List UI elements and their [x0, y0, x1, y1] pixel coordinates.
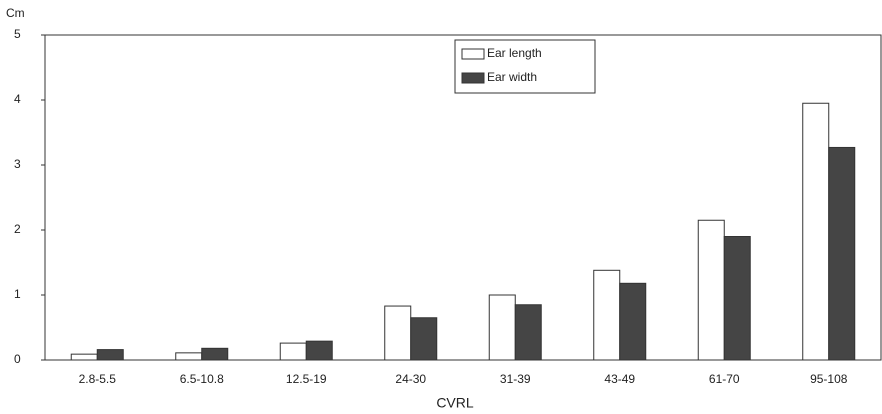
bar	[514, 304, 542, 361]
y-tick-label: 4	[14, 92, 21, 106]
bar	[488, 294, 516, 361]
x-tick-label: 2.8-5.5	[79, 372, 117, 386]
x-tick-label: 95-108	[810, 372, 848, 386]
y-tick-label: 5	[14, 27, 21, 41]
x-tick-label: 12.5-19	[286, 372, 327, 386]
y-axis-label: Cm	[6, 6, 25, 20]
bar	[723, 236, 751, 361]
legend-swatch	[461, 48, 485, 60]
legend-label: Ear width	[487, 70, 537, 84]
x-tick-label: 61-70	[709, 372, 740, 386]
bar	[279, 342, 307, 361]
y-tick-label: 3	[14, 157, 21, 171]
bar	[305, 340, 333, 361]
y-tick-label: 2	[14, 222, 21, 236]
bar	[175, 352, 203, 361]
y-tick-label: 0	[14, 352, 21, 366]
bar	[802, 102, 830, 361]
x-axis-label: CVRL	[436, 395, 474, 411]
legend-box	[454, 39, 596, 94]
bar	[70, 353, 98, 361]
x-tick-label: 24-30	[395, 372, 426, 386]
legend-label: Ear length	[487, 46, 542, 60]
bar	[593, 269, 621, 361]
bar	[697, 219, 725, 361]
y-tick-label: 1	[14, 287, 21, 301]
bar	[96, 349, 124, 361]
x-tick-label: 31-39	[500, 372, 531, 386]
bar	[619, 282, 647, 361]
bar	[410, 317, 438, 361]
bar	[384, 305, 412, 361]
bar	[828, 146, 856, 361]
plot-frame	[44, 34, 882, 361]
legend-swatch	[461, 72, 485, 84]
bar	[201, 347, 229, 361]
x-tick-label: 6.5-10.8	[180, 372, 224, 386]
x-tick-label: 43-49	[604, 372, 635, 386]
